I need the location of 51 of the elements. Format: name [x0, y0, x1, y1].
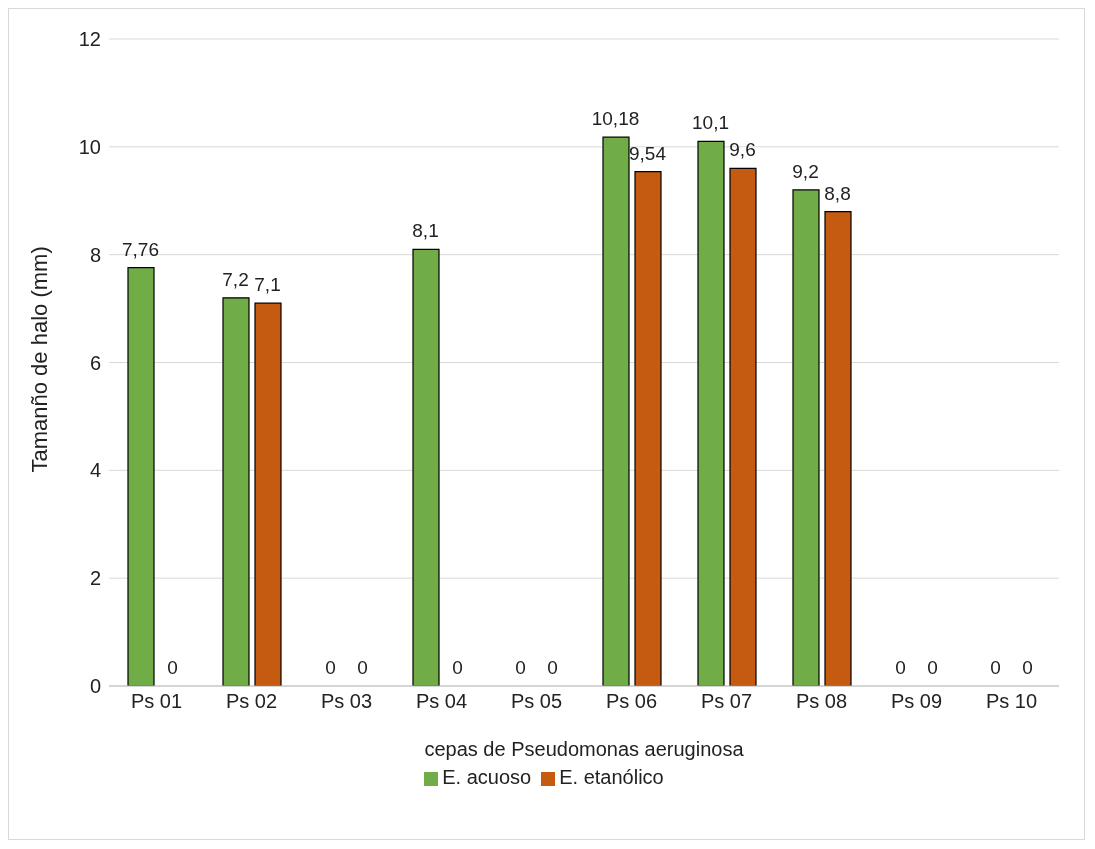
y-tick-label: 4: [89, 459, 101, 482]
x-tick-label: Ps 08: [795, 690, 848, 713]
bar: [729, 167, 757, 686]
y-axis-title: Tamanño de halo (mm): [26, 246, 52, 473]
data-label: 0: [515, 657, 526, 678]
data-label: 0: [1022, 657, 1033, 678]
bar: [602, 136, 630, 686]
data-label: 8,8: [824, 182, 851, 204]
bar: [254, 302, 282, 686]
y-tick-label: 6: [89, 351, 101, 374]
data-label: 7,76: [122, 238, 159, 260]
data-label: 0: [325, 657, 336, 678]
data-label: 0: [895, 657, 906, 678]
x-tick-label: Ps 06: [605, 690, 658, 713]
data-label: 0: [357, 657, 368, 678]
bar: [697, 140, 725, 686]
x-tick-label: Ps 05: [510, 690, 563, 713]
bar: [222, 297, 250, 686]
legend-label: E. acuoso: [442, 766, 532, 788]
x-tick-label: Ps 03: [320, 690, 373, 713]
y-tick-label: 8: [89, 243, 101, 266]
data-label: 7,2: [222, 268, 249, 290]
data-label: 9,54: [629, 142, 667, 164]
x-tick-label: Ps 10: [985, 690, 1038, 713]
x-tick-label: Ps 01: [130, 690, 183, 713]
bar: [127, 267, 155, 686]
data-label: 10,18: [591, 108, 640, 130]
data-label: 9,6: [729, 139, 756, 161]
y-tick-label: 10: [78, 135, 101, 158]
data-label: 10,1: [692, 112, 729, 134]
data-label: 0: [452, 657, 463, 678]
data-label: 0: [547, 657, 558, 678]
bar: [412, 248, 440, 686]
data-label: 9,2: [792, 160, 819, 182]
data-label: 0: [990, 657, 1001, 678]
bar: [792, 189, 820, 686]
x-tick-label: Ps 04: [415, 690, 468, 713]
x-axis-title: cepas de Pseudomonas aeruginosa: [424, 738, 745, 760]
x-tick-label: Ps 09: [890, 690, 943, 713]
x-tick-label: Ps 07: [700, 690, 753, 713]
bar: [634, 171, 662, 686]
data-label: 0: [167, 657, 178, 678]
y-tick-label: 12: [78, 28, 101, 51]
data-label: 0: [927, 657, 938, 678]
data-label: 8,1: [412, 220, 439, 242]
y-tick-label: 0: [89, 675, 101, 698]
y-tick-label: 2: [89, 567, 101, 590]
x-tick-label: Ps 02: [225, 690, 278, 713]
bar: [824, 210, 852, 686]
data-label: 7,1: [254, 274, 281, 296]
legend-label: E. etanólico: [559, 766, 664, 788]
